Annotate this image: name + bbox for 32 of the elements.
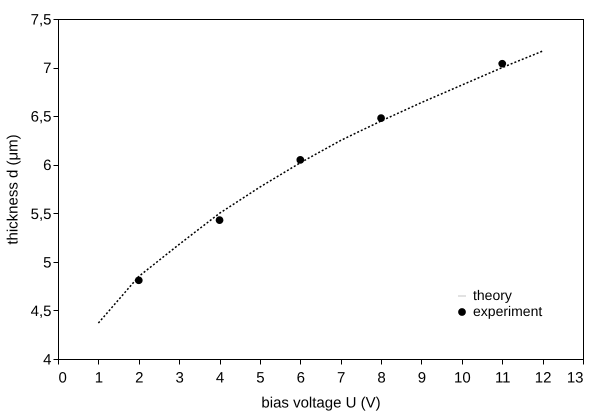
y-tick-label: 4,5	[30, 302, 52, 320]
x-tick-label: 5	[256, 370, 265, 386]
point	[296, 156, 304, 164]
point	[134, 276, 143, 284]
x-tick-label: 9	[418, 370, 426, 386]
x-tick-label: 13	[566, 370, 584, 386]
x-tick-label: 11	[494, 370, 511, 386]
y-tick-label: 4	[43, 352, 52, 368]
y-tick-label: 6,5	[30, 108, 52, 126]
y-axis-title: thickness d (μm)	[4, 134, 22, 245]
x-tick-label: 6	[296, 370, 305, 386]
y-tick-label: 5,5	[30, 206, 52, 223]
point	[498, 60, 506, 68]
point	[377, 114, 385, 122]
legend-label: experiment	[473, 303, 542, 319]
x-tick-label: 4	[216, 370, 224, 386]
y-tick-label: 7,5	[30, 12, 52, 28]
point	[216, 216, 224, 224]
x-axis-title: bias voltage U (V)	[261, 394, 381, 412]
x-tick-label: 0	[58, 370, 67, 386]
line-series	[98, 50, 544, 324]
y-tick-label: 5	[43, 254, 52, 272]
x-tick-label: 2	[135, 370, 144, 386]
y-tick-label: 7	[43, 60, 52, 78]
x-tick-label: 8	[377, 370, 386, 386]
x-tick-label: 7	[337, 370, 346, 386]
x-tick-label: 10	[454, 370, 471, 386]
y-tick-label: 6	[43, 157, 52, 174]
legend-label: theory	[473, 287, 512, 303]
x-tick-label: 12	[534, 370, 552, 386]
x-tick-label: 3	[175, 370, 184, 386]
x-tick-label: 1	[94, 370, 104, 386]
